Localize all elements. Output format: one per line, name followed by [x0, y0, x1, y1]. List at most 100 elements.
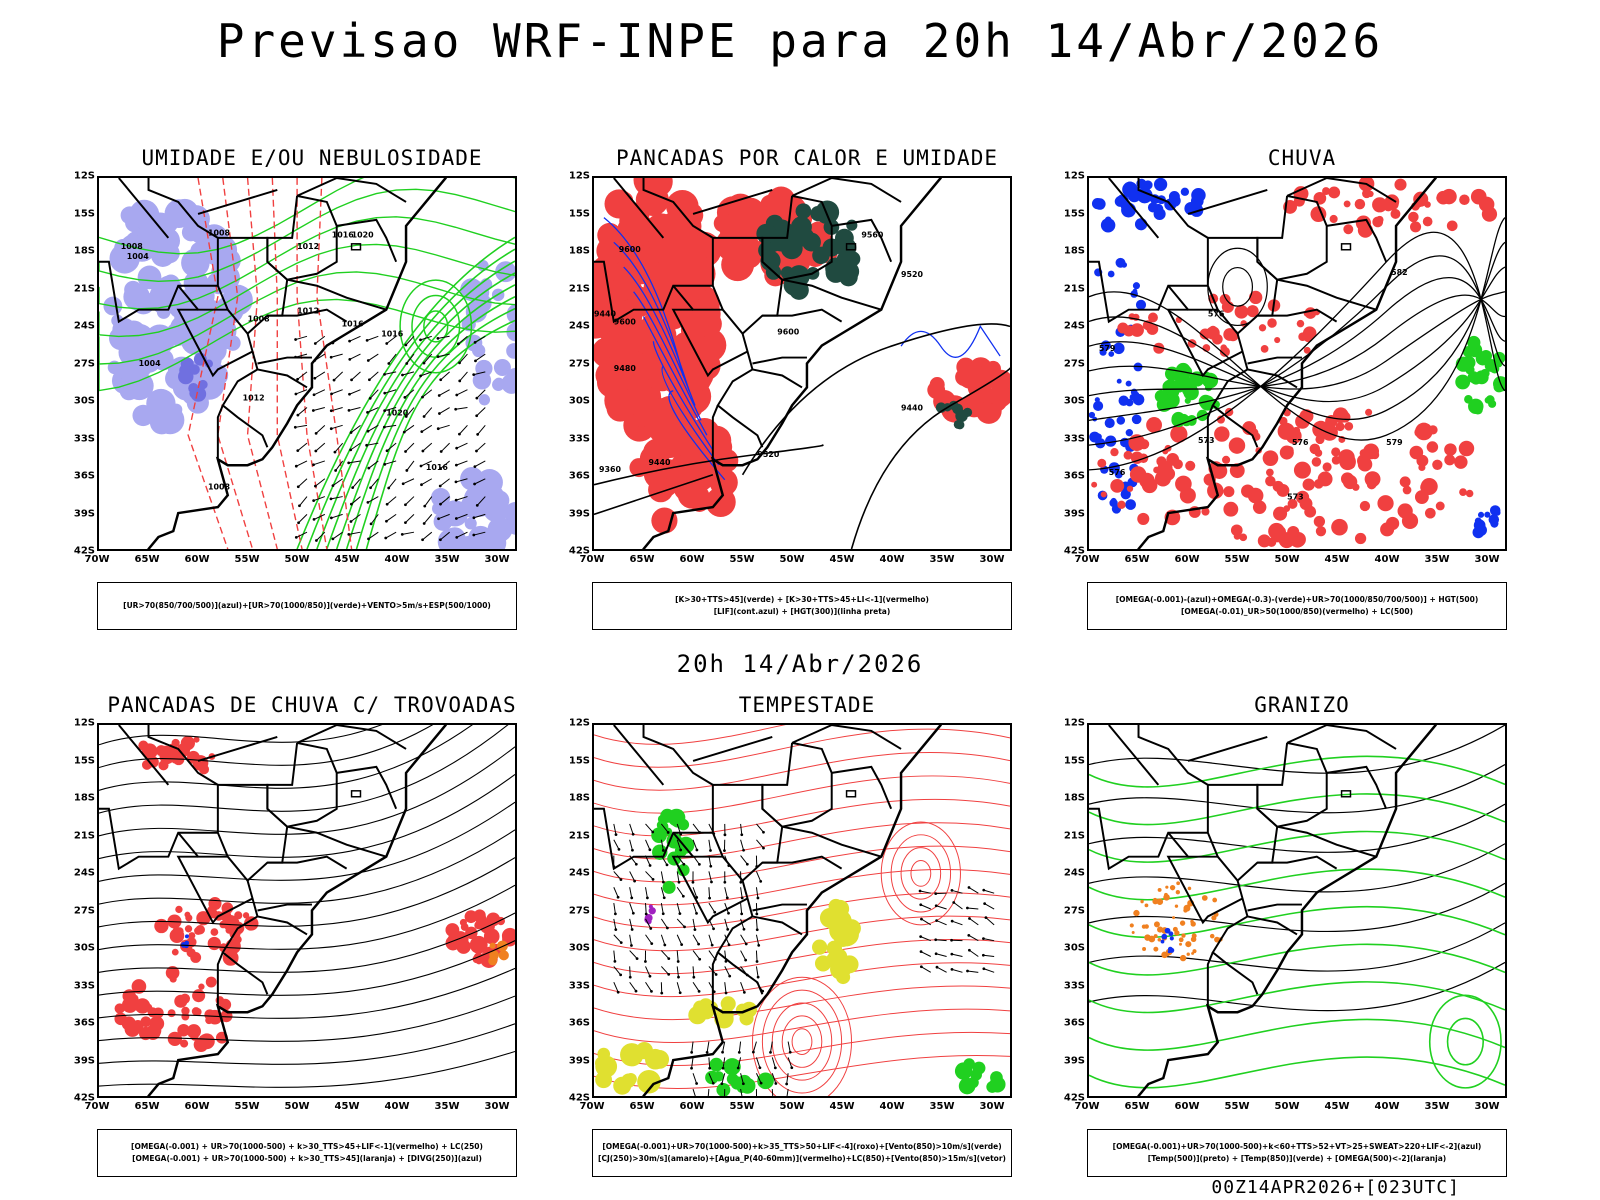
- shaded-area: [1149, 420, 1158, 429]
- shaded-area: [179, 364, 191, 376]
- wind-vector: [370, 478, 379, 489]
- wind-vector: [405, 442, 415, 452]
- shaded-area: [224, 914, 233, 922]
- wind-vector-head: [723, 849, 726, 853]
- shaded-area: [1202, 372, 1219, 389]
- wind-vector-head: [744, 958, 748, 962]
- wind-vector-head: [756, 896, 760, 900]
- latitude-tick-label: 12S: [73, 170, 95, 182]
- shaded-area: [152, 1007, 164, 1019]
- wind-vector: [968, 887, 979, 894]
- wind-vector: [295, 335, 308, 341]
- legend-line: [K>30+TTS>45](verde) + [K>30+TTS>45+LI<-…: [675, 595, 929, 604]
- wind-vector: [295, 389, 308, 395]
- longitude-tick-label: 35W: [929, 1101, 955, 1112]
- wind-vector: [920, 951, 931, 957]
- streamline: [594, 892, 1010, 929]
- shaded-area: [1465, 365, 1475, 375]
- wind-vector-head: [635, 957, 639, 960]
- wind-vector-head: [404, 343, 408, 347]
- shaded-area: [1357, 222, 1373, 238]
- longitude-tick-label: 55W: [234, 554, 260, 565]
- wind-vector: [477, 425, 486, 435]
- wind-vector: [349, 353, 361, 360]
- map-plot: [97, 723, 517, 1098]
- shaded-area: [1154, 389, 1168, 403]
- shaded-area: [1394, 178, 1407, 191]
- shaded-area: [1266, 537, 1277, 547]
- streamline: [594, 868, 1010, 906]
- wind-vector: [314, 371, 326, 379]
- longitude-tick-label: 40W: [1374, 1101, 1400, 1112]
- wind-vector-head: [347, 409, 351, 412]
- latitude-tick-label: 39S: [1063, 1055, 1085, 1066]
- wind-vector-head: [950, 919, 954, 923]
- wind-vector-head: [347, 532, 351, 536]
- wind-vector: [645, 887, 648, 899]
- shaded-area: [1137, 512, 1150, 525]
- run-timestamp: 00Z14APR2026+[023UTC]: [1211, 1177, 1460, 1198]
- shaded-area: [225, 926, 233, 934]
- shaded-area: [1216, 415, 1225, 424]
- shaded-area: [975, 364, 999, 389]
- wind-vector-head: [919, 965, 923, 969]
- wind-vector: [629, 855, 637, 865]
- temp850-contour: [1089, 755, 1505, 788]
- shaded-area: [1432, 459, 1443, 470]
- closed-contour: [423, 310, 449, 343]
- wind-vector: [349, 389, 361, 395]
- latitude-tick-label: 30S: [1063, 395, 1085, 407]
- wind-vector-head: [919, 903, 923, 907]
- shaded-area: [756, 223, 777, 244]
- longitude-tick-label: 40W: [879, 1101, 905, 1112]
- wind-vector-head: [454, 407, 458, 411]
- contour-label: 9440: [594, 310, 617, 319]
- shaded-area: [842, 919, 861, 938]
- contour-label: 1012: [297, 307, 319, 316]
- wind-vector-head: [366, 429, 370, 433]
- wind-vector-head: [474, 359, 477, 363]
- wind-vector: [332, 478, 343, 486]
- wind-vector: [297, 478, 308, 488]
- wind-vector-head: [385, 449, 389, 453]
- wind-vector-head: [455, 535, 459, 539]
- latitude-tick-label: 39S: [1063, 508, 1085, 519]
- state-border: [1137, 178, 1259, 448]
- hgt-contour: [850, 365, 1010, 549]
- state-border: [672, 285, 723, 311]
- shaded-area: [184, 925, 193, 933]
- shaded-area: [1357, 457, 1373, 472]
- wind-vector-head: [774, 1082, 778, 1085]
- wind-vector-head: [677, 880, 681, 884]
- wind-vector: [692, 934, 700, 945]
- latitude-tick-label: 39S: [73, 508, 95, 519]
- shaded-area: [1277, 422, 1295, 440]
- latitude-tick-label: 30S: [1063, 942, 1085, 954]
- wind-vector: [676, 918, 685, 928]
- wind-vector: [936, 920, 947, 926]
- wind-vector-head: [365, 338, 369, 342]
- contour-label: 582: [1391, 268, 1408, 277]
- panel-pancadas-calor: PANCADAS POR CALOR E UMIDADE 12S 15S 18S 21S…: [569, 146, 1022, 630]
- wind-vector: [692, 887, 698, 898]
- state-border: [594, 260, 713, 324]
- map-plot: 1008 1004 1008 1012 1016 1012 1016 1004 1008 1012…: [97, 176, 517, 551]
- wind-vector: [384, 460, 397, 465]
- streamline: [99, 884, 515, 951]
- shaded-area: [242, 912, 250, 919]
- contour-label: 9520: [901, 270, 924, 279]
- latitude-tick-label: 39S: [568, 1055, 590, 1066]
- shaded-area: [131, 979, 147, 994]
- contour-label: 1016: [381, 329, 404, 338]
- wind-vector: [613, 823, 617, 835]
- wind-vector: [438, 424, 450, 430]
- wind-vector: [740, 823, 743, 835]
- wind-vector: [456, 460, 468, 466]
- wind-vector: [676, 886, 684, 897]
- wind-vector-head: [368, 397, 372, 400]
- panel-legend: [K>30+TTS>45](verde) + [K>30+TTS>45+LI<-…: [592, 582, 1012, 630]
- shaded-area: [815, 200, 840, 225]
- wind-vector: [921, 918, 932, 926]
- longitude-tick-label: 45W: [1324, 554, 1350, 565]
- state-border: [176, 308, 253, 378]
